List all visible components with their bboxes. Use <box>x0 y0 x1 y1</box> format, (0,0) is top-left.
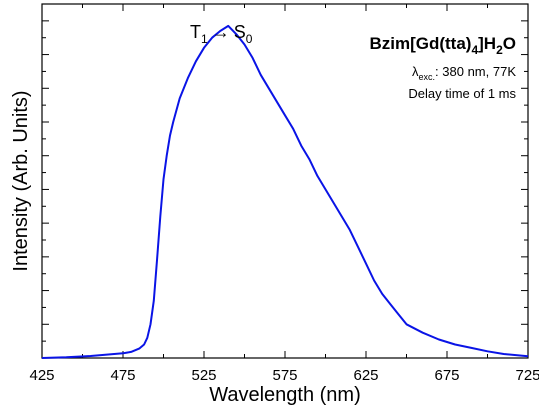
y-axis-title: Intensity (Arb. Units) <box>10 90 32 271</box>
compound-sub2: 2 <box>496 43 503 57</box>
x-tick-label: 475 <box>110 367 135 384</box>
x-axis-title: Wavelength (nm) <box>209 384 361 406</box>
x-tick-label: 575 <box>272 367 297 384</box>
x-tick-label: 425 <box>29 367 54 384</box>
compound-prefix: Bzim[Gd(tta) <box>369 34 471 53</box>
compound-mid: ]H <box>478 34 496 53</box>
emission-spectrum-line <box>41 24 529 359</box>
x-tick-labels: 425 475 525 575 625 675 725 <box>29 367 539 384</box>
peak-label-sub1: 1 <box>201 32 208 46</box>
compound-suffix: O <box>503 34 516 53</box>
lambda-value: : 380 nm, 77K <box>435 64 516 79</box>
peak-label-s: S <box>234 22 246 42</box>
plot-frame <box>41 3 529 359</box>
peak-label-t: T <box>190 22 201 42</box>
y-axis-ticks <box>42 3 528 359</box>
x-axis-ticks <box>41 4 529 358</box>
lambda-symbol: λ <box>412 64 419 79</box>
x-tick-label: 525 <box>191 367 216 384</box>
x-tick-label: 725 <box>515 367 539 384</box>
excitation-info: λexc.: 380 nm, 77K <box>412 64 516 82</box>
lambda-sub: exc. <box>419 72 436 82</box>
x-tick-label: 675 <box>434 367 459 384</box>
peak-label-arrow: → <box>212 22 230 42</box>
x-tick-label: 625 <box>353 367 378 384</box>
delay-time-info: Delay time of 1 ms <box>408 86 516 101</box>
peak-label-sub0: 0 <box>246 32 253 46</box>
peak-transition-label: T1 → S0 <box>190 22 253 46</box>
compound-formula: Bzim[Gd(tta)4]H2O <box>369 34 516 57</box>
compound-sub4: 4 <box>471 43 478 57</box>
